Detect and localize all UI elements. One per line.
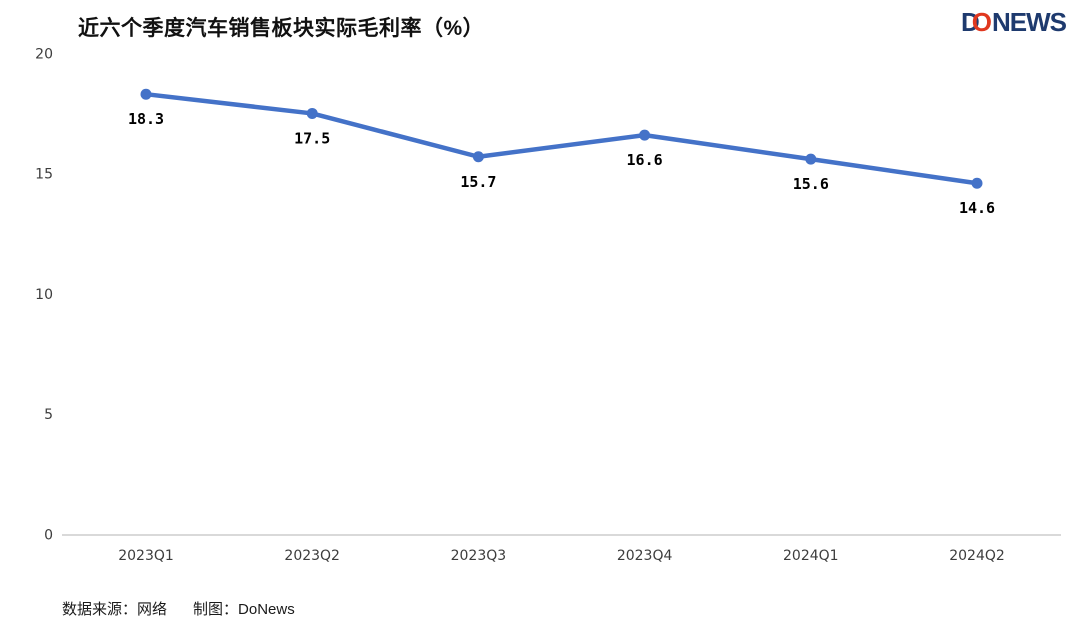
- y-tick-label: 10: [35, 287, 53, 303]
- y-tick-label: 15: [35, 167, 53, 183]
- y-tick-label: 5: [44, 407, 53, 423]
- chart-title: 近六个季度汽车销售板块实际毛利率（%）: [78, 17, 485, 40]
- logo-letter-d: D: [960, 7, 980, 37]
- chart-footer: 数据来源：网络 制图：DoNews: [62, 598, 295, 619]
- logo-text-news: NEWS: [992, 7, 1067, 37]
- data-point-label: 17.5: [294, 129, 330, 147]
- data-point-label: 15.6: [793, 175, 829, 193]
- data-source-label: 数据来源：网络: [62, 601, 168, 618]
- data-point-marker: [639, 129, 651, 141]
- data-point-marker: [472, 151, 484, 163]
- y-tick-label: 0: [44, 528, 53, 544]
- logo-letter-o: O: [971, 7, 992, 37]
- credit-label: 制图：DoNews: [193, 601, 295, 618]
- x-axis-label: 2024Q1: [783, 548, 839, 564]
- data-point-marker: [971, 177, 983, 189]
- data-point-label: 16.6: [627, 151, 663, 169]
- x-axis-label: 2023Q2: [284, 548, 340, 564]
- data-point-marker: [805, 153, 817, 165]
- data-point-label: 15.7: [460, 173, 496, 191]
- x-axis-label: 2023Q1: [118, 548, 174, 564]
- donews-logo: DONEWS: [960, 7, 1067, 38]
- data-point-label: 18.3: [128, 110, 164, 128]
- x-axis-label: 2023Q4: [617, 548, 673, 564]
- y-tick-label: 20: [35, 46, 53, 62]
- data-point-marker: [140, 88, 152, 100]
- series-line: [143, 91, 980, 186]
- x-axis-label: 2023Q3: [451, 548, 507, 564]
- x-axis-label: 2024Q2: [949, 548, 1005, 564]
- data-point-marker: [306, 107, 318, 119]
- data-point-label: 14.6: [959, 199, 995, 217]
